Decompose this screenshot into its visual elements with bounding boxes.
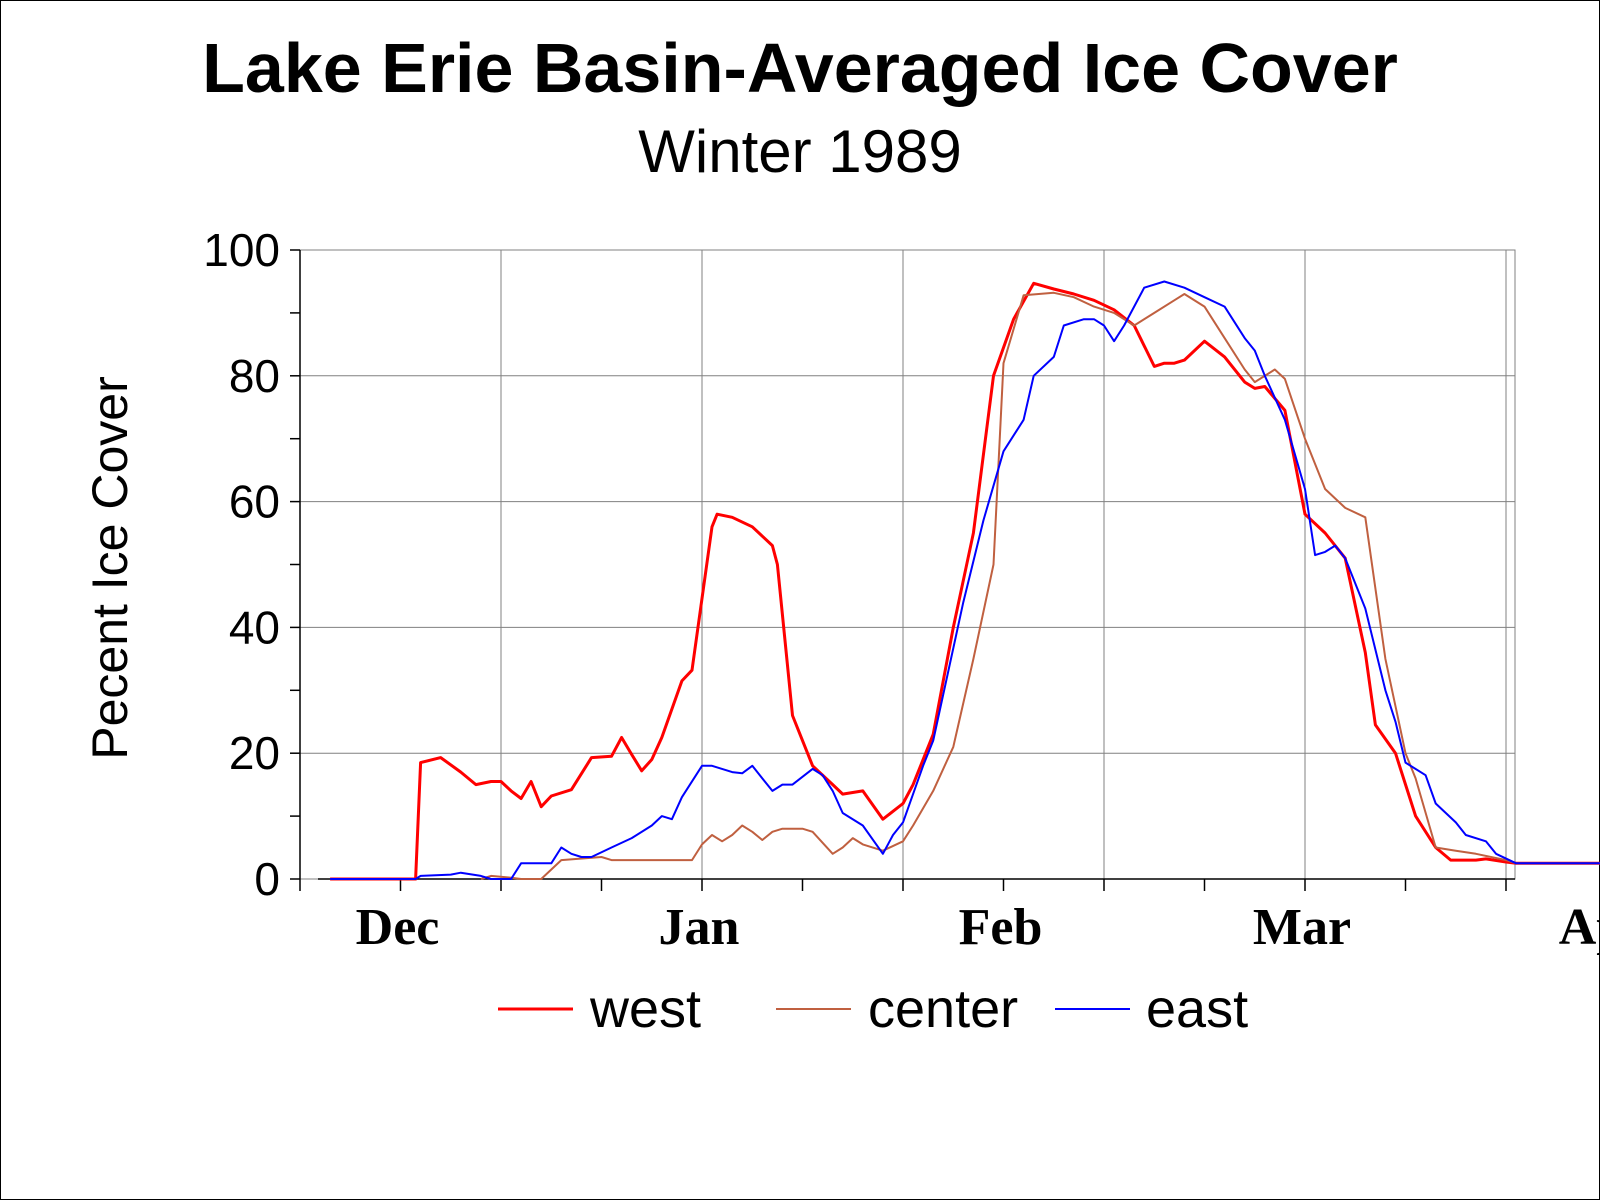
legend-label-center: center (868, 979, 1018, 1039)
legend-label-east: east (1146, 979, 1248, 1039)
y-tick-label: 60 (229, 476, 280, 528)
x-tick-label-jan: Jan (659, 899, 740, 956)
series-line-center (480, 291, 1600, 880)
x-tick-label-apr: Apr (1559, 899, 1600, 956)
x-tick-label-dec: Dec (356, 899, 440, 956)
x-tick-label-feb: Feb (959, 899, 1043, 956)
chart-subtitle: Winter 1989 (638, 118, 962, 185)
y-tick-label: 80 (229, 350, 280, 402)
y-tick-label: 40 (229, 601, 280, 653)
series-line-west (330, 281, 1600, 881)
chart-title: Lake Erie Basin-Averaged Ice Cover (202, 29, 1398, 107)
y-tick-label: 100 (203, 224, 280, 276)
axis-layer: 020406080100DecJanFebMarAprMay (203, 224, 1600, 956)
legend-label-west: west (589, 979, 701, 1039)
y-tick-label: 20 (229, 727, 280, 779)
series-line-east (330, 280, 1600, 880)
legend: west center east (498, 979, 1248, 1039)
y-tick-label: 0 (254, 853, 280, 905)
y-axis-label: Pecent Ice Cover (82, 376, 138, 760)
series-layer (330, 280, 1600, 881)
x-tick-label-mar: Mar (1253, 899, 1351, 956)
